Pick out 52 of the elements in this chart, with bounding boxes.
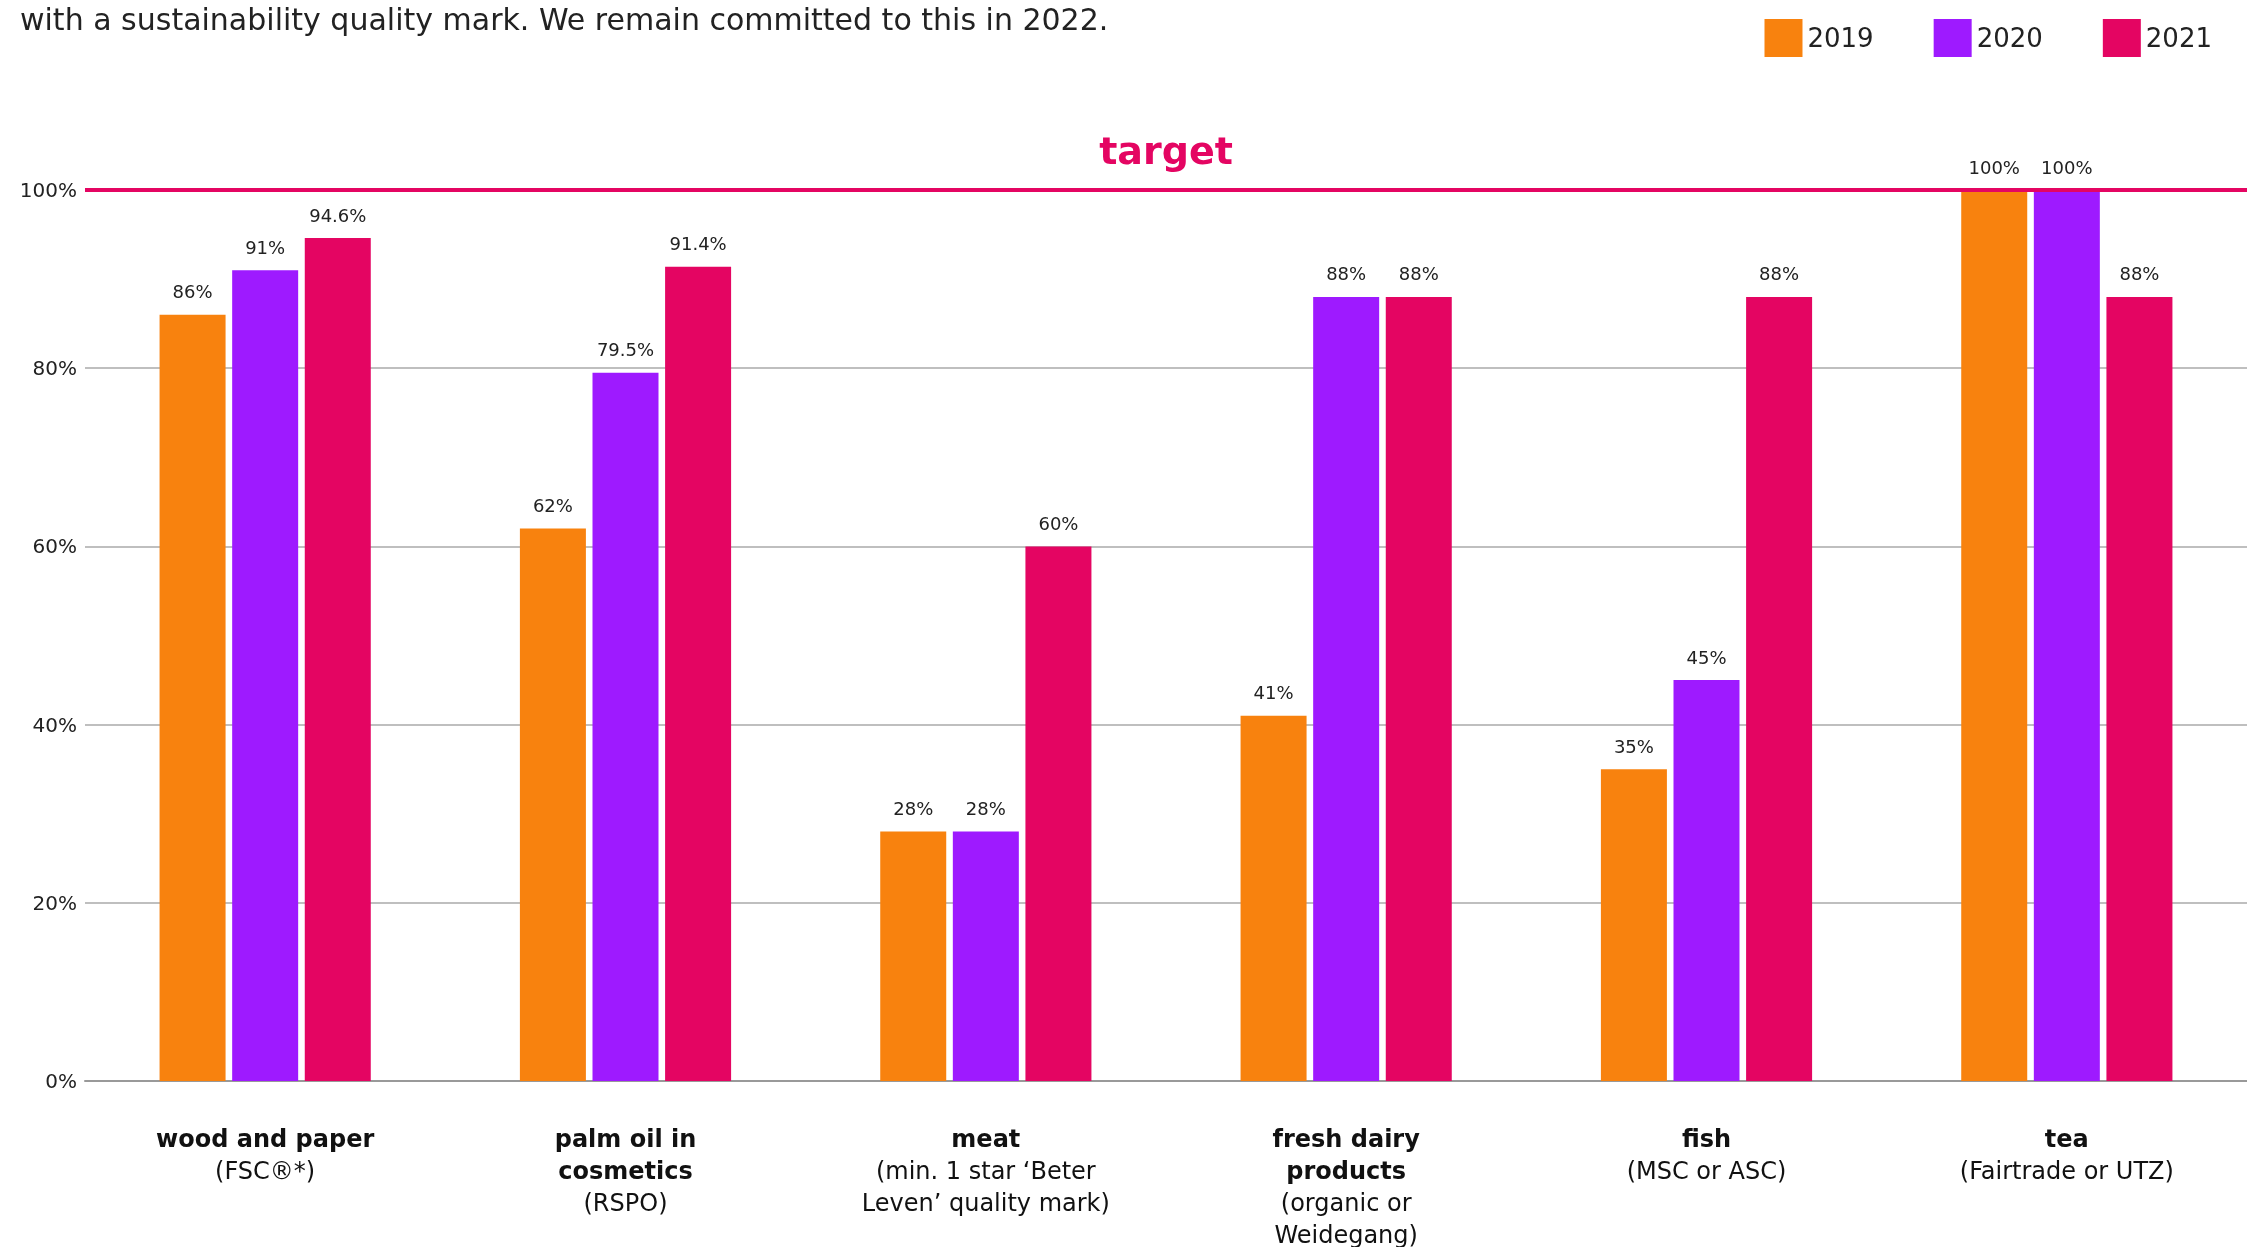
data-label: 88% — [1398, 263, 1439, 285]
data-label: 100% — [1968, 156, 2020, 178]
data-label: 62% — [532, 495, 573, 517]
data-label: 86% — [172, 281, 213, 303]
x-tick-label: wood and paper (FSC®*) — [156, 1125, 375, 1185]
data-label: 91% — [245, 236, 286, 258]
data-label: 88% — [2119, 263, 2160, 285]
ref-line-label: target — [1099, 129, 1233, 173]
data-label: 35% — [1613, 735, 1654, 757]
y-tick-label: 100% — [19, 178, 77, 202]
bar — [2106, 296, 2173, 1081]
bar — [1313, 296, 1380, 1081]
bar — [1025, 546, 1092, 1081]
bar — [880, 831, 947, 1081]
bar — [304, 238, 371, 1081]
bar — [952, 831, 1019, 1081]
bar — [665, 266, 732, 1081]
data-label: 88% — [1759, 263, 1800, 285]
x-tick-label: fish (MSC or ASC) — [1626, 1125, 1787, 1185]
y-tick-label: 80% — [32, 356, 77, 381]
x-tick-label: tea (Fairtrade or UTZ) — [1959, 1125, 2174, 1185]
data-label: 45% — [1686, 646, 1727, 668]
x-tick-label: palm oil in cosmetics (RSPO) — [554, 1125, 697, 1217]
bar — [1673, 680, 1740, 1081]
y-tick-label: 40% — [32, 712, 77, 737]
bar — [1746, 296, 1813, 1081]
data-label: 94.6% — [309, 204, 367, 226]
data-label: 100% — [2041, 156, 2093, 178]
bar — [159, 314, 226, 1081]
y-tick-label: 20% — [32, 890, 77, 915]
bar — [1961, 190, 2028, 1081]
bar — [1240, 715, 1307, 1081]
data-label: 88% — [1326, 263, 1367, 285]
data-label: 60% — [1038, 512, 1079, 534]
y-tick-label: 0% — [45, 1069, 77, 1093]
legend-label: 2021 — [2145, 23, 2212, 53]
bar — [592, 372, 659, 1081]
bar — [232, 270, 299, 1081]
bar — [1600, 769, 1667, 1081]
data-label: 28% — [893, 798, 934, 820]
y-tick-label: 60% — [32, 534, 77, 559]
bar — [2033, 190, 2100, 1081]
bar — [1385, 296, 1452, 1081]
x-tick-label: meat (min. 1 star ‘Beter Leven’ quality mark) — [861, 1125, 1110, 1217]
data-label: 91.4% — [669, 233, 727, 255]
data-label: 28% — [965, 798, 1006, 820]
legend-label: 2019 — [1807, 23, 1874, 53]
legend-label: 2020 — [1976, 23, 2043, 53]
bar — [519, 528, 586, 1081]
data-label: 41% — [1253, 682, 1294, 704]
text: with a sustainability quality mark. We remain committed to this in 2022. — [20, 1, 1109, 37]
data-label: 79.5% — [596, 339, 655, 361]
